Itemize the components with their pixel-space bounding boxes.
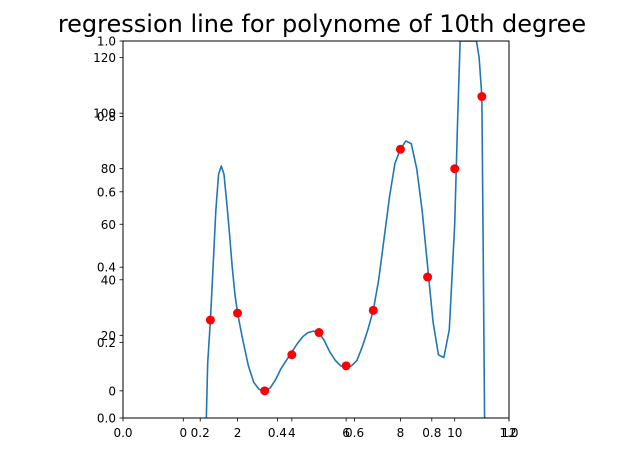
outer-y-tick-label: 0.8	[97, 110, 116, 124]
x-tick-label: 6	[342, 426, 350, 440]
outer-y-tick-label: 0.2	[97, 336, 116, 350]
y-tick-label: 0	[108, 384, 116, 398]
outer-y-tick-label: 0.6	[97, 185, 116, 199]
outer-x-tick-label: 0.2	[191, 426, 210, 440]
y-tick-label: 60	[101, 218, 116, 232]
chart-title: regression line for polynome of 10th deg…	[58, 10, 586, 38]
data-point	[287, 350, 297, 360]
plot-clipped-group	[205, 41, 487, 418]
x-tick-label: 2	[234, 426, 242, 440]
data-point	[260, 386, 270, 396]
data-point	[314, 328, 324, 338]
outer-x-tick-label: 0.6	[345, 426, 364, 440]
outer-y-tick-label: 0.0	[97, 412, 116, 426]
x-tick-label: 4	[288, 426, 296, 440]
outer-y-tick-label: 1.0	[97, 35, 116, 49]
x-tick-label: 8	[397, 426, 405, 440]
data-point	[395, 144, 405, 154]
plot-frame	[122, 40, 510, 419]
data-point	[450, 164, 460, 174]
axes: 0.0 0.2 0.4 0.6 0.8 1.0 0.0 0.2 0.4 0.6 0.8 1.0 0 2 4 6…	[93, 35, 518, 441]
outer-y-tick-label: 0.4	[97, 261, 116, 275]
x-tick-label: 0	[179, 426, 187, 440]
x-tick-label: 10	[447, 426, 462, 440]
data-point	[423, 272, 433, 282]
outer-x-tick-label: 0.4	[268, 426, 287, 440]
outer-x-tick-label: 1.0	[499, 426, 518, 440]
y-tick-label: 80	[101, 162, 116, 176]
y-tick-label: 20	[101, 329, 116, 343]
y-tick-label: 40	[101, 273, 116, 287]
data-point	[341, 361, 351, 371]
plot-area	[205, 41, 487, 418]
y-tick-label: 100	[93, 107, 116, 121]
outer-x-tick-label: 0.8	[422, 426, 441, 440]
data-point	[477, 92, 487, 102]
outer-x-tick-label: 0.0	[113, 426, 132, 440]
data-point	[233, 308, 243, 318]
regression-line	[205, 41, 486, 418]
data-point	[205, 315, 215, 325]
y-tick-label: 120	[93, 51, 116, 65]
data-point	[368, 305, 378, 315]
x-tick-label: 12	[501, 426, 516, 440]
